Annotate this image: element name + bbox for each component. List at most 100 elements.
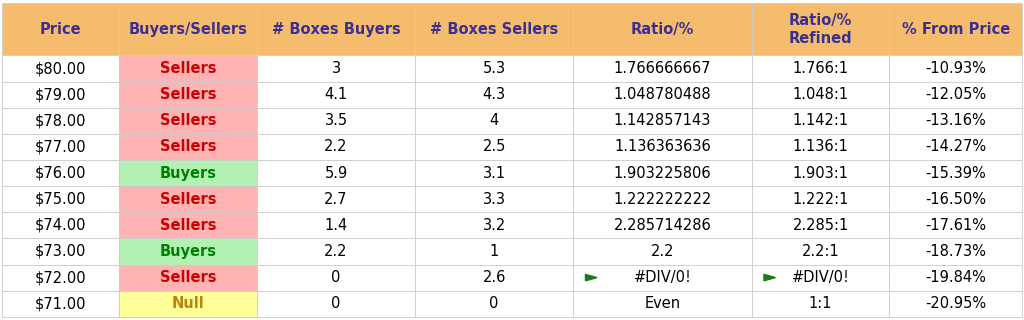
- Text: Ratio/%
Refined: Ratio/% Refined: [788, 13, 852, 45]
- Text: 1.4: 1.4: [325, 218, 348, 233]
- Text: $80.00: $80.00: [35, 61, 86, 76]
- Text: 4: 4: [489, 113, 499, 128]
- Text: #DIV/0!: #DIV/0!: [792, 270, 850, 285]
- Text: Buyers/Sellers: Buyers/Sellers: [129, 22, 248, 37]
- Text: 3.5: 3.5: [325, 113, 347, 128]
- Bar: [890, 55, 1022, 82]
- Bar: [120, 238, 257, 265]
- Text: 2.2:1: 2.2:1: [802, 244, 840, 259]
- Text: 1.142857143: 1.142857143: [613, 113, 711, 128]
- Text: 2.2: 2.2: [325, 140, 348, 155]
- Bar: [2, 134, 120, 160]
- Text: $76.00: $76.00: [35, 165, 86, 180]
- Text: 2.2: 2.2: [325, 244, 348, 259]
- Text: -14.27%: -14.27%: [925, 140, 986, 155]
- Bar: [120, 3, 257, 55]
- Bar: [120, 55, 257, 82]
- Bar: [890, 265, 1022, 291]
- Bar: [573, 265, 752, 291]
- Text: $74.00: $74.00: [35, 218, 86, 233]
- Bar: [2, 108, 120, 134]
- Bar: [120, 265, 257, 291]
- Text: 0: 0: [489, 296, 499, 311]
- Bar: [890, 134, 1022, 160]
- Text: Sellers: Sellers: [160, 113, 216, 128]
- Bar: [257, 186, 415, 212]
- Bar: [415, 186, 573, 212]
- Text: 2.7: 2.7: [325, 192, 348, 207]
- Bar: [890, 212, 1022, 238]
- Text: -16.50%: -16.50%: [925, 192, 986, 207]
- Bar: [573, 238, 752, 265]
- Bar: [890, 82, 1022, 108]
- Bar: [2, 291, 120, 317]
- Text: # Boxes Buyers: # Boxes Buyers: [271, 22, 400, 37]
- Bar: [752, 55, 890, 82]
- Text: Sellers: Sellers: [160, 270, 216, 285]
- Bar: [415, 82, 573, 108]
- Bar: [573, 82, 752, 108]
- Text: 3: 3: [332, 61, 341, 76]
- Bar: [120, 134, 257, 160]
- Text: 3.1: 3.1: [482, 165, 506, 180]
- Polygon shape: [764, 274, 775, 281]
- Bar: [120, 108, 257, 134]
- Bar: [257, 82, 415, 108]
- Bar: [752, 291, 890, 317]
- Bar: [415, 238, 573, 265]
- Text: 1.048780488: 1.048780488: [613, 87, 712, 102]
- Bar: [415, 212, 573, 238]
- Text: 2.285714286: 2.285714286: [613, 218, 712, 233]
- Text: Even: Even: [644, 296, 681, 311]
- Text: 2.2: 2.2: [650, 244, 674, 259]
- Text: 5.3: 5.3: [482, 61, 506, 76]
- Bar: [120, 291, 257, 317]
- Text: $75.00: $75.00: [35, 192, 86, 207]
- Text: $79.00: $79.00: [35, 87, 86, 102]
- Bar: [257, 265, 415, 291]
- Text: Buyers: Buyers: [160, 244, 217, 259]
- Text: Buyers: Buyers: [160, 165, 217, 180]
- Bar: [120, 212, 257, 238]
- Bar: [2, 160, 120, 186]
- Bar: [573, 55, 752, 82]
- Bar: [257, 291, 415, 317]
- Text: 4.1: 4.1: [325, 87, 348, 102]
- Bar: [415, 291, 573, 317]
- Bar: [120, 82, 257, 108]
- Bar: [257, 238, 415, 265]
- Text: 1.048:1: 1.048:1: [793, 87, 849, 102]
- Text: #DIV/0!: #DIV/0!: [634, 270, 691, 285]
- Text: 1.222222222: 1.222222222: [613, 192, 712, 207]
- Bar: [415, 160, 573, 186]
- Bar: [257, 212, 415, 238]
- Bar: [573, 186, 752, 212]
- Text: -10.93%: -10.93%: [926, 61, 986, 76]
- Text: $71.00: $71.00: [35, 296, 86, 311]
- Text: -20.95%: -20.95%: [925, 296, 986, 311]
- Text: 2.6: 2.6: [482, 270, 506, 285]
- Text: Sellers: Sellers: [160, 192, 216, 207]
- Text: 1.766:1: 1.766:1: [793, 61, 849, 76]
- Bar: [573, 108, 752, 134]
- Bar: [415, 108, 573, 134]
- Bar: [752, 160, 890, 186]
- Bar: [890, 291, 1022, 317]
- Text: $77.00: $77.00: [35, 140, 86, 155]
- Bar: [752, 186, 890, 212]
- Polygon shape: [586, 274, 597, 281]
- Bar: [752, 134, 890, 160]
- Bar: [573, 160, 752, 186]
- Text: 3.3: 3.3: [482, 192, 506, 207]
- Text: # Boxes Sellers: # Boxes Sellers: [430, 22, 558, 37]
- Bar: [573, 134, 752, 160]
- Text: -17.61%: -17.61%: [925, 218, 986, 233]
- Text: 2.285:1: 2.285:1: [793, 218, 849, 233]
- Text: 2.5: 2.5: [482, 140, 506, 155]
- Bar: [2, 238, 120, 265]
- Bar: [120, 186, 257, 212]
- Bar: [415, 134, 573, 160]
- Text: 4.3: 4.3: [482, 87, 506, 102]
- Text: 1.903225806: 1.903225806: [613, 165, 712, 180]
- Bar: [2, 186, 120, 212]
